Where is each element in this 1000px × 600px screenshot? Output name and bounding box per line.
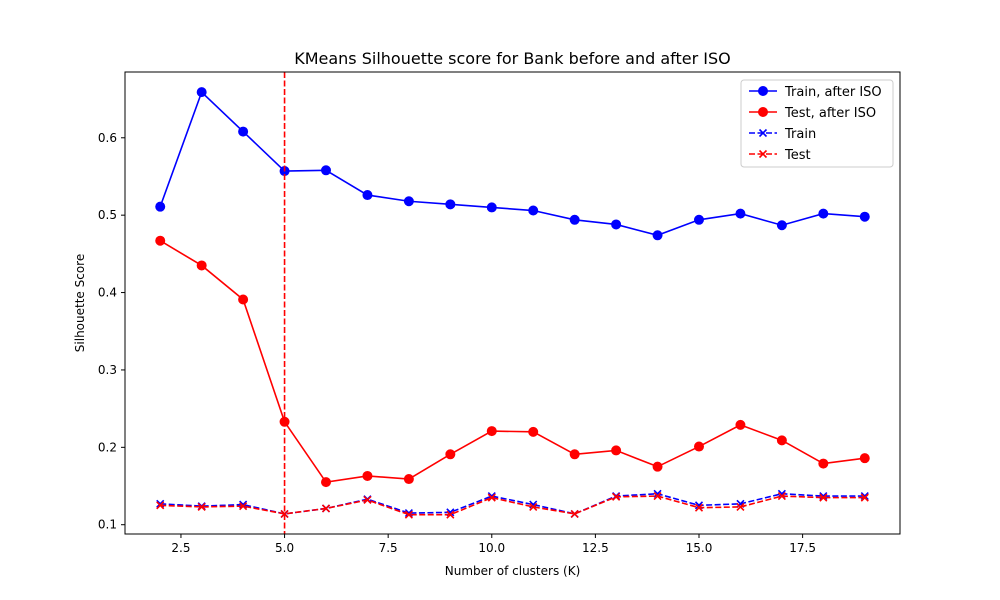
legend-item: Train bbox=[749, 127, 816, 142]
data-point bbox=[860, 493, 869, 502]
x-axis-label: Number of clusters (K) bbox=[445, 564, 581, 578]
chart-title: KMeans Silhouette score for Bank before … bbox=[294, 49, 731, 68]
data-point bbox=[156, 501, 165, 510]
data-point bbox=[611, 219, 622, 230]
data-point bbox=[694, 503, 704, 512]
data-point bbox=[486, 202, 497, 213]
y-axis-label: Silhouette Score bbox=[73, 254, 87, 352]
data-point bbox=[653, 492, 662, 501]
series-line bbox=[159, 90, 865, 237]
legend-marker bbox=[758, 149, 768, 159]
data-point bbox=[404, 510, 413, 519]
data-point bbox=[818, 458, 829, 469]
data-point bbox=[529, 502, 538, 511]
data-point bbox=[280, 509, 289, 518]
y-tick-label: 0.6 bbox=[98, 131, 117, 145]
data-point bbox=[735, 208, 746, 219]
data-point bbox=[528, 205, 539, 216]
y-tick-label: 0.4 bbox=[98, 286, 117, 300]
data-point bbox=[611, 445, 622, 456]
series-line bbox=[160, 492, 865, 515]
data-point bbox=[197, 502, 206, 511]
series-test-after-iso bbox=[155, 235, 870, 488]
legend-label: Train, after ISO bbox=[784, 85, 882, 100]
series-test bbox=[156, 492, 869, 519]
y-tick-label: 0.1 bbox=[98, 518, 117, 532]
legend-item: Test, after ISO bbox=[749, 106, 876, 121]
data-point bbox=[777, 492, 786, 501]
data-point bbox=[445, 449, 456, 460]
data-point bbox=[362, 190, 373, 201]
x-tick-label: 2.5 bbox=[171, 541, 190, 555]
data-point bbox=[569, 449, 580, 460]
y-tick-label: 0.2 bbox=[98, 440, 117, 454]
x-axis-ticks: 2.5 5.0 7.5 10.0 12.5 15.0 17.5 bbox=[171, 534, 816, 555]
legend-item: Train, after ISO bbox=[749, 85, 882, 100]
data-point bbox=[612, 492, 621, 501]
data-point bbox=[570, 509, 579, 518]
legend: Train, after ISO Test, after ISO Train Test bbox=[740, 79, 894, 168]
y-tick-label: 0.3 bbox=[98, 363, 117, 377]
legend-label: Test bbox=[784, 148, 811, 163]
data-point bbox=[238, 126, 249, 137]
data-point bbox=[528, 426, 539, 437]
data-point bbox=[239, 502, 248, 511]
data-point bbox=[735, 419, 746, 430]
x-tick-label: 7.5 bbox=[379, 541, 398, 555]
x-tick-label: 17.5 bbox=[789, 541, 816, 555]
legend-box bbox=[740, 79, 894, 168]
data-point bbox=[155, 201, 166, 212]
data-point bbox=[321, 477, 332, 488]
legend-marker bbox=[758, 107, 768, 117]
data-point bbox=[819, 493, 828, 502]
axes-frame bbox=[124, 71, 901, 535]
data-point bbox=[362, 470, 373, 481]
data-point bbox=[363, 495, 372, 505]
data-point bbox=[693, 441, 704, 452]
data-point bbox=[776, 435, 787, 446]
data-point bbox=[196, 87, 207, 98]
data-point bbox=[569, 214, 580, 225]
data-point bbox=[859, 211, 870, 222]
data-point bbox=[445, 199, 456, 210]
x-tick-label: 15.0 bbox=[686, 541, 713, 555]
x-tick-label: 5.0 bbox=[275, 541, 294, 555]
data-point bbox=[652, 461, 663, 472]
data-point bbox=[446, 510, 455, 519]
series-train-after-iso bbox=[155, 87, 870, 241]
data-point bbox=[403, 196, 414, 207]
data-point bbox=[403, 474, 414, 485]
x-tick-label: 10.0 bbox=[478, 541, 505, 555]
legend-marker bbox=[758, 86, 768, 96]
data-point bbox=[238, 294, 249, 305]
data-point bbox=[736, 502, 745, 511]
data-point bbox=[818, 208, 829, 219]
legend-item: Test bbox=[749, 148, 811, 163]
legend-marker bbox=[758, 128, 768, 138]
series-layer bbox=[155, 72, 870, 534]
legend-label: Train bbox=[784, 127, 816, 142]
data-point bbox=[486, 426, 497, 437]
data-point bbox=[487, 493, 496, 502]
data-point bbox=[776, 220, 787, 231]
legend-label: Test, after ISO bbox=[784, 106, 876, 121]
data-point bbox=[321, 504, 331, 513]
data-point bbox=[196, 260, 207, 271]
y-tick-label: 0.5 bbox=[98, 208, 117, 222]
data-point bbox=[155, 235, 166, 246]
data-point bbox=[693, 214, 704, 225]
series-line bbox=[159, 240, 865, 484]
y-axis-ticks: 0.1 0.2 0.3 0.4 0.5 0.6 bbox=[98, 131, 125, 532]
series-line bbox=[160, 495, 865, 516]
data-point bbox=[652, 230, 663, 241]
x-tick-label: 12.5 bbox=[582, 541, 609, 555]
data-point bbox=[321, 165, 332, 176]
data-point bbox=[859, 453, 870, 464]
